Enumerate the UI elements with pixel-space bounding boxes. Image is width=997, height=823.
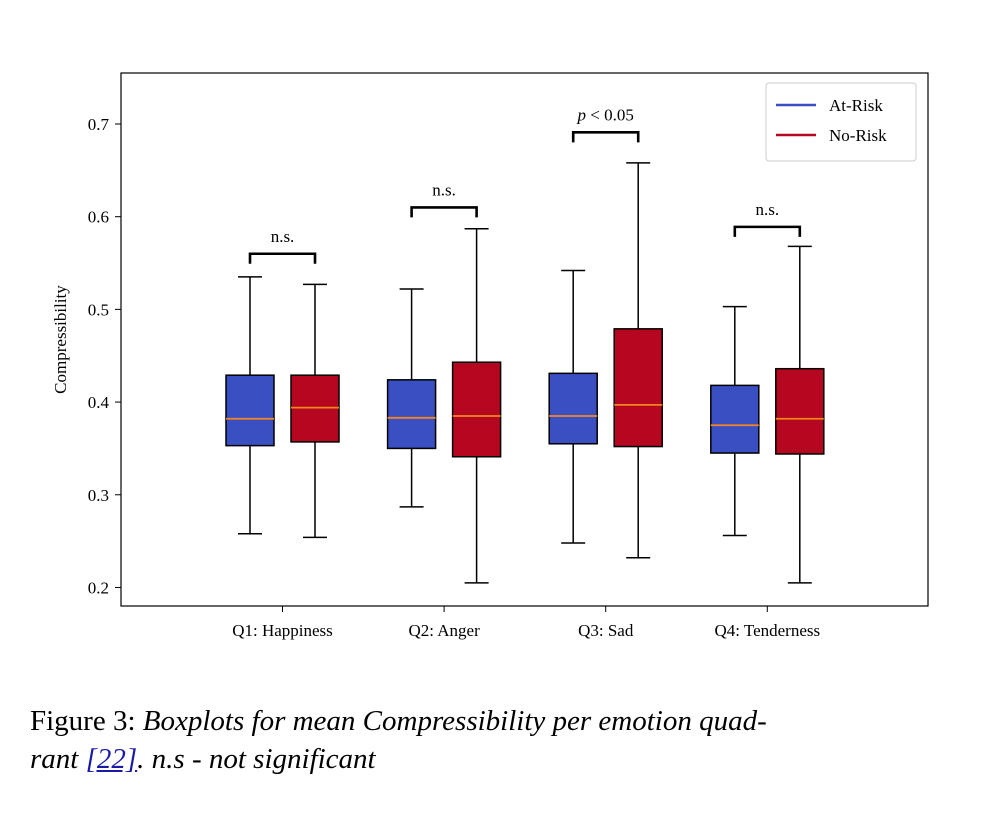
box-no-risk bbox=[290, 374, 340, 443]
significance-label: n.s. bbox=[432, 180, 456, 199]
boxplot-chart: 0.2 0.3 0.4 0.5 0.6 0.7 Compressibility Q1: Hap… bbox=[51, 72, 929, 640]
y-tick-label: 0.2 bbox=[88, 578, 109, 597]
box-no-risk bbox=[613, 328, 663, 448]
plot-frame bbox=[120, 72, 929, 607]
citation-link[interactable]: [22] bbox=[85, 743, 138, 775]
x-tick-label: Q1: Happiness bbox=[232, 621, 333, 640]
y-tick-label: 0.3 bbox=[88, 486, 109, 505]
significance-label: p < 0.05 bbox=[577, 105, 634, 124]
box-at-risk bbox=[386, 379, 437, 450]
caption-label: Figure 3: bbox=[30, 705, 143, 737]
x-tick-label: Q3: Sad bbox=[578, 621, 634, 640]
legend-label-no-risk: No-Risk bbox=[829, 126, 887, 145]
y-tick-label: 0.6 bbox=[88, 208, 109, 227]
y-tick-label: 0.7 bbox=[88, 115, 110, 134]
legend-box bbox=[765, 82, 917, 162]
significance-bracket bbox=[248, 252, 317, 264]
caption-text-end: . n.s - not significant bbox=[137, 743, 376, 775]
significance-label: n.s. bbox=[271, 227, 295, 246]
significance-bracket bbox=[571, 131, 640, 143]
x-tick-label: Q4: Tenderness bbox=[714, 621, 820, 640]
caption-text: Boxplots for mean Compressibility per em… bbox=[142, 705, 767, 737]
box-at-risk bbox=[225, 374, 275, 447]
box-no-risk bbox=[775, 367, 825, 455]
y-tick-label: 0.5 bbox=[88, 300, 109, 319]
box-no-risk bbox=[451, 361, 502, 458]
significance-label: n.s. bbox=[755, 200, 779, 219]
x-tick-label: Q2: Anger bbox=[408, 621, 480, 640]
y-axis-label: Compressibility bbox=[51, 285, 70, 394]
y-tick-label: 0.4 bbox=[88, 393, 110, 412]
caption-text-line2: rant bbox=[30, 743, 86, 775]
significance-bracket bbox=[733, 225, 802, 237]
figure-caption: Figure 3: Boxplots for mean Compressibil… bbox=[30, 702, 970, 778]
significance-bracket bbox=[410, 206, 478, 218]
legend-label-at-risk: At-Risk bbox=[829, 96, 883, 115]
box-at-risk bbox=[548, 372, 598, 445]
box-at-risk bbox=[710, 384, 760, 454]
